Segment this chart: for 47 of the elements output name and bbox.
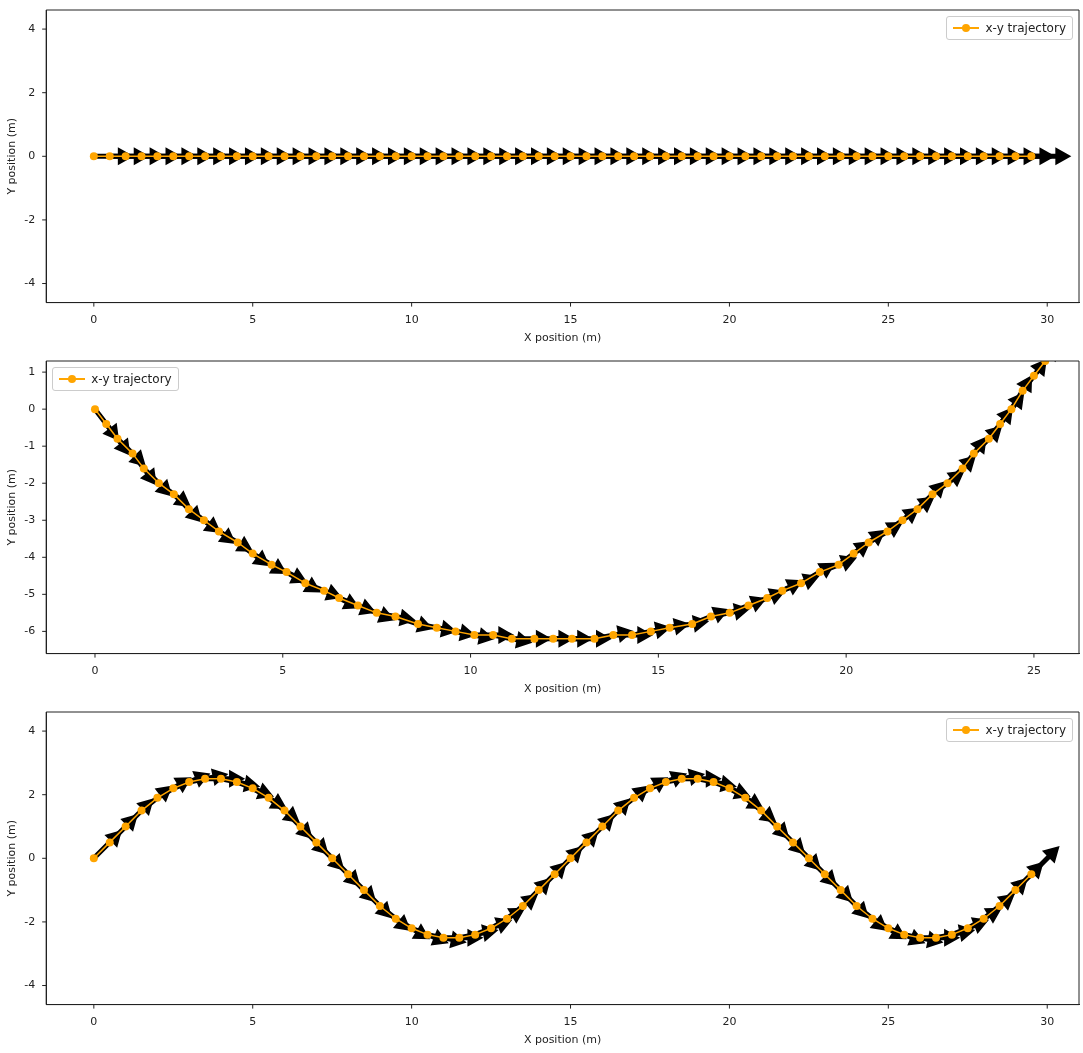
x-axis-title: X position (m) (523, 331, 602, 345)
y-tick-label: 2 (28, 85, 36, 99)
x-axis-title: X position (m) (523, 682, 602, 696)
x-tick-label: 30 (1040, 313, 1055, 327)
x-tick-label: 10 (404, 1015, 419, 1029)
x-tick-label: 20 (839, 664, 854, 678)
y-tick-label: 0 (28, 402, 36, 416)
x-tick-label: 0 (90, 313, 98, 327)
legend-label: x-y trajectory (985, 20, 1066, 36)
x-tick-label: 25 (1026, 664, 1041, 678)
x-tick-label: 0 (91, 664, 99, 678)
y-tick-label: -5 (24, 587, 36, 601)
y-tick-label: 4 (28, 723, 36, 737)
y-tick-label: -2 (24, 914, 36, 928)
y-tick-label: -4 (24, 276, 36, 290)
x-tick-label: 10 (463, 664, 478, 678)
x-tick-label: 0 (90, 1015, 98, 1029)
y-tick-label: -2 (24, 212, 36, 226)
y-tick-label: 2 (28, 787, 36, 801)
y-tick-label: 0 (28, 851, 36, 865)
y-tick-label: -1 (24, 439, 36, 453)
x-tick-label: 5 (249, 1015, 257, 1029)
x-tick-label: 20 (722, 313, 737, 327)
y-tick-label: -4 (24, 550, 36, 564)
x-tick-label: 30 (1040, 1015, 1055, 1029)
y-axis-title: Y position (m) (5, 118, 19, 196)
x-tick-label: 25 (881, 1015, 896, 1029)
x-tick-label: 15 (651, 664, 666, 678)
y-tick-label: -3 (24, 513, 36, 527)
y-tick-label: 0 (28, 149, 36, 163)
y-tick-label: 4 (28, 21, 36, 35)
x-tick-label: 15 (563, 1015, 578, 1029)
x-tick-label: 25 (881, 313, 896, 327)
y-tick-label: -2 (24, 476, 36, 490)
x-tick-label: 15 (563, 313, 578, 327)
legend-label: x-y trajectory (91, 371, 172, 387)
x-tick-label: 5 (279, 664, 287, 678)
x-tick-label: 5 (249, 313, 257, 327)
x-tick-label: 20 (722, 1015, 737, 1029)
legend-label: x-y trajectory (985, 722, 1066, 738)
y-tick-label: -4 (24, 978, 36, 992)
x-tick-label: 10 (404, 313, 419, 327)
y-tick-label: 1 (28, 364, 36, 378)
y-axis-title: Y position (m) (5, 469, 19, 547)
y-tick-label: -6 (24, 624, 36, 638)
x-axis-title: X position (m) (523, 1033, 602, 1047)
y-axis-title: Y position (m) (5, 820, 19, 898)
